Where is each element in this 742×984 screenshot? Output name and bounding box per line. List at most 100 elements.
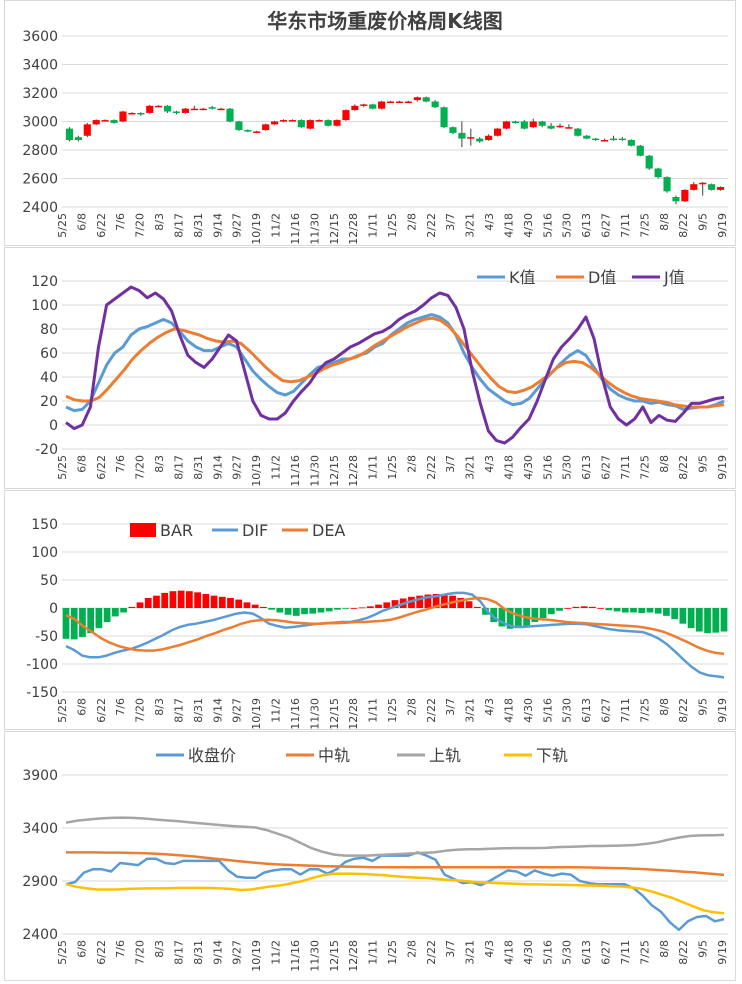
candle: [155, 105, 163, 108]
y-tick-label: -50: [35, 629, 58, 645]
macd-bar: [317, 608, 325, 613]
candle: [529, 121, 537, 128]
y-tick-label: 3900: [22, 768, 58, 784]
macd-bar: [679, 608, 687, 624]
x-tick-label: 8/22: [677, 213, 690, 238]
x-tick-label: 8/17: [172, 698, 185, 723]
macd-bar: [350, 608, 358, 609]
x-tick-label: 11/2: [270, 940, 283, 965]
x-tick-label: 9/27: [231, 940, 244, 965]
x-tick-label: 12/28: [347, 455, 360, 487]
candle: [716, 187, 725, 190]
macd-bar: [564, 608, 572, 609]
candle: [395, 101, 404, 104]
macd-bar: [440, 594, 448, 608]
macd-bar: [432, 594, 440, 608]
macd-bar: [120, 608, 127, 613]
x-tick-label: 8/31: [192, 698, 205, 723]
x-tick-label: 4/30: [522, 698, 535, 723]
candle: [485, 135, 493, 141]
y-tick-label: 3600: [22, 29, 58, 45]
x-tick-label: 3/21: [464, 698, 477, 723]
macd-bar: [712, 608, 720, 633]
candle: [699, 182, 707, 185]
candle: [708, 184, 716, 190]
candle: [199, 108, 207, 111]
candle: [262, 124, 270, 131]
y-tick-label: 2400: [22, 200, 58, 216]
macd-bar: [325, 608, 333, 612]
candle: [137, 112, 145, 115]
kline-panel: 2400 2600 2800 3000 3200 3400 3600 5/25 6/8 6/22 7…: [4, 0, 736, 246]
legend-swatch: [130, 523, 156, 537]
x-tick-label: 3/21: [464, 213, 477, 238]
macd-bar: [161, 592, 169, 608]
x-tick-label: 9/5: [697, 940, 710, 958]
macd-bar: [482, 608, 489, 615]
macd-bar: [572, 606, 580, 608]
candle: [369, 104, 377, 109]
x-tick-label: 11/30: [308, 698, 321, 730]
candle: [476, 138, 484, 142]
legend-label: D值: [588, 268, 616, 287]
candle: [190, 108, 198, 111]
candle: [672, 197, 680, 202]
candle: [288, 120, 296, 122]
macd-bar: [580, 606, 588, 608]
x-tick-label: 1/11: [367, 455, 380, 480]
x-tick-label: 4/30: [522, 455, 535, 480]
x-tick-label: 7/20: [134, 940, 147, 965]
x-tick-label: 1/11: [367, 213, 380, 238]
candle: [164, 105, 172, 112]
candle: [146, 105, 154, 113]
candle: [74, 137, 82, 141]
macd-chart: -150 -100 -50 0 50 100 150 5/25 6/8 6/22 7/6 7/20 8/…: [4, 490, 736, 730]
x-tick-label: 1/11: [367, 940, 380, 965]
macd-bar: [547, 608, 555, 615]
macd-bar: [177, 590, 185, 608]
macd-bar: [663, 608, 670, 616]
candle: [404, 101, 412, 104]
candle: [511, 121, 519, 123]
y-tick-label: 150: [31, 517, 58, 533]
series-line: [65, 285, 725, 445]
x-tick-label: 7/6: [114, 698, 127, 716]
x-tick-label: 1/25: [386, 455, 399, 480]
candle: [217, 108, 225, 111]
x-tick-label: 11/30: [308, 940, 321, 972]
legend-label: DIF: [242, 521, 268, 540]
macd-bar: [613, 608, 621, 612]
x-tick-label: 4/30: [522, 213, 535, 238]
candle: [253, 131, 261, 133]
x-tick-label: 4/3: [483, 455, 496, 473]
series-line: [65, 591, 725, 679]
macd-bar: [539, 608, 547, 619]
candle: [601, 140, 609, 142]
candle: [324, 120, 332, 126]
x-tick-label: 7/6: [114, 213, 127, 231]
macd-bar: [457, 597, 465, 608]
x-tick-label: 7/25: [638, 698, 651, 723]
y-tick-label: -20: [35, 442, 58, 458]
x-tick-label: 7/6: [114, 455, 127, 473]
candle: [565, 127, 573, 129]
x-tick-label: 11/30: [308, 213, 321, 245]
y-tick-label: -150: [26, 685, 58, 701]
x-tick-label: 7/25: [638, 213, 651, 238]
candle: [351, 105, 359, 111]
macd-bar: [498, 608, 506, 627]
candle: [333, 120, 341, 126]
y-tick-label: 3000: [22, 115, 58, 131]
x-tick-label: 10/19: [250, 213, 263, 245]
candle: [378, 101, 386, 109]
macd-bar: [260, 606, 267, 608]
macd-bar: [136, 602, 144, 608]
x-tick-label: 8/8: [658, 455, 671, 473]
macd-bar: [202, 594, 210, 608]
macd-bar: [515, 608, 522, 629]
x-tick-label: 7/11: [619, 698, 632, 723]
x-tick-label: 6/27: [600, 940, 613, 965]
x-tick-label: 9/14: [211, 455, 224, 480]
y-tick-label: 120: [31, 274, 58, 290]
y-tick-label: 60: [40, 346, 58, 362]
